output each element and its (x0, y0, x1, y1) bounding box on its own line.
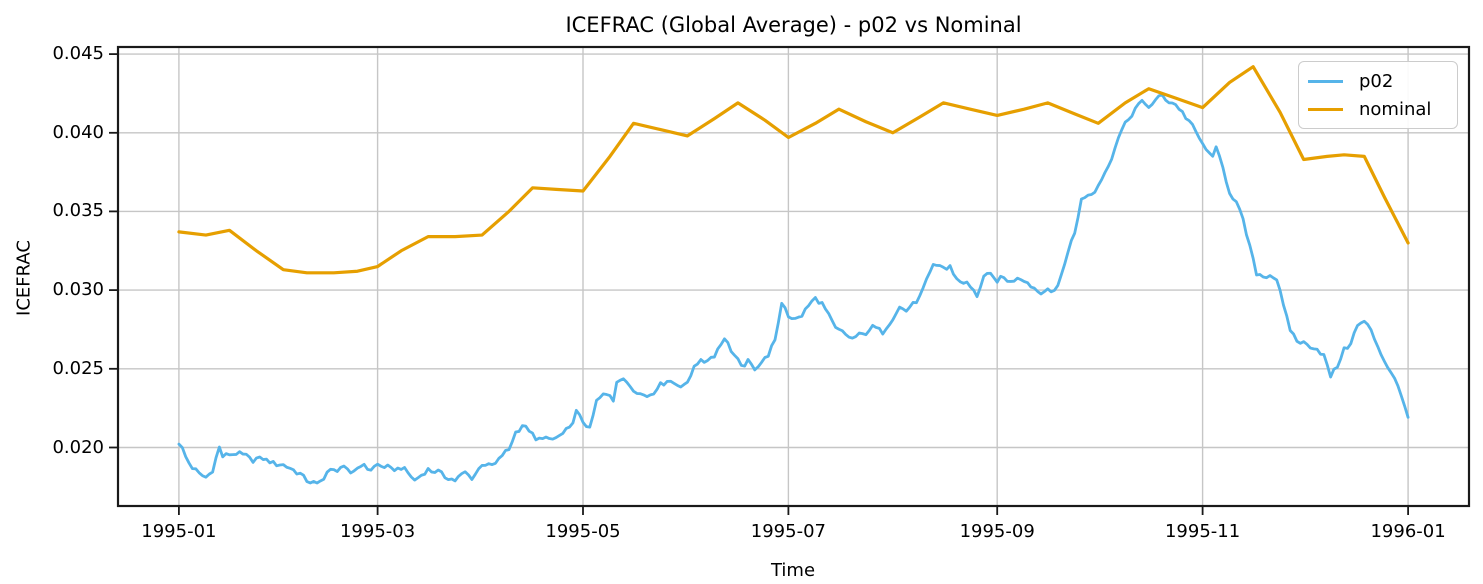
y-tick-label: 0.045 (52, 43, 104, 65)
chart-title: ICEFRAC (Global Average) - p02 vs Nomina… (565, 13, 1022, 37)
x-tick-label: 1995-05 (545, 521, 621, 542)
y-tick-label: 0.030 (52, 279, 104, 301)
legend-line-sample-nominal (1308, 107, 1343, 111)
legend: p02 nominal (1298, 61, 1458, 129)
series-line-nominal (177, 65, 1410, 275)
legend-entry-nominal: nominal (1308, 95, 1449, 123)
x-tick-label: 1995-01 (141, 521, 217, 542)
legend-label: p02 (1359, 70, 1394, 92)
y-axis-label: ICEFRAC (13, 240, 35, 316)
plot-border (116, 45, 1471, 508)
y-tick-label: 0.035 (52, 200, 104, 222)
y-tick-label: 0.025 (52, 357, 104, 379)
x-tick-label: 1995-03 (339, 521, 416, 542)
legend-entry-p02: p02 (1308, 67, 1449, 95)
legend-label: nominal (1359, 98, 1432, 120)
x-tick-label: 1995-11 (1164, 521, 1241, 542)
y-tick-label: 0.040 (52, 121, 104, 143)
legend-line-sample-p02 (1308, 79, 1343, 83)
x-tick-label: 1995-07 (750, 521, 826, 542)
x-axis-label: Time (770, 560, 816, 581)
y-tick-label: 0.020 (52, 436, 104, 458)
series-line-p02 (177, 93, 1410, 485)
x-tick-label: 1996-01 (1370, 521, 1446, 542)
x-tick-label: 1995-09 (959, 521, 1035, 542)
